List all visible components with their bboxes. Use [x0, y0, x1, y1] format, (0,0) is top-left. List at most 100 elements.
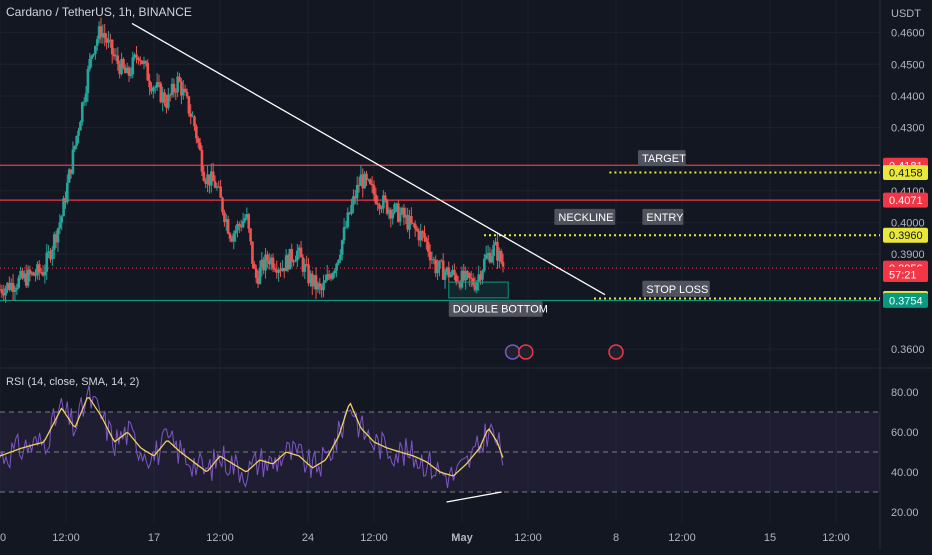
- candle-body: [383, 195, 387, 200]
- candle-body: [127, 67, 131, 76]
- candle-body: [497, 251, 501, 261]
- price-axis-badge: [883, 227, 928, 243]
- candle-body: [267, 260, 271, 265]
- annotation-label-box: [642, 280, 710, 297]
- candle-body: [438, 260, 441, 269]
- price-axis-tick-label: 0.3600: [891, 344, 925, 356]
- candle-body: [172, 83, 176, 92]
- candle-body: [340, 240, 344, 255]
- candle-body: [146, 62, 150, 81]
- candle-body: [271, 257, 275, 269]
- candle-body: [254, 268, 258, 278]
- candle-body: [451, 269, 454, 275]
- candle-body: [176, 76, 179, 93]
- candle-body: [408, 216, 411, 230]
- candle-body: [312, 275, 316, 287]
- candle-body: [213, 181, 217, 188]
- candle-body: [32, 272, 35, 276]
- candle-body: [277, 269, 280, 273]
- candle-body: [238, 223, 241, 226]
- candle-body: [410, 216, 413, 224]
- candle-body: [34, 275, 37, 277]
- price-axis-tick-label: 0.4400: [891, 91, 925, 103]
- candle-body: [153, 87, 157, 89]
- time-axis-tick-label: 12:00: [668, 532, 696, 544]
- candle-body: [95, 39, 99, 46]
- price-axis-tick-label: 0.4500: [891, 59, 925, 71]
- candle-body: [6, 282, 9, 289]
- annotation-label: DOUBLE BOTTOM: [453, 304, 548, 316]
- currency-label: USDT: [891, 8, 921, 20]
- candle-body: [148, 80, 151, 88]
- price-axis-tick-label: 0.4300: [891, 123, 925, 135]
- candle-body: [208, 174, 211, 186]
- rsi-indicator-title[interactable]: RSI (14, close, SMA, 14, 2): [6, 376, 140, 388]
- candle-body: [241, 221, 245, 228]
- candle-body: [348, 212, 351, 214]
- annotation-label-box: [642, 208, 684, 225]
- candle-body: [419, 231, 423, 241]
- candle-body: [378, 204, 381, 209]
- symbol-title[interactable]: Cardano / TetherUS, 1h, BINANCE: [6, 5, 192, 19]
- candle-body: [415, 228, 419, 231]
- candle-body: [385, 199, 389, 214]
- candle-body: [211, 171, 215, 182]
- price-axis-badge-label: 0.3754: [889, 295, 923, 307]
- candle-body: [138, 60, 142, 61]
- candle-body: [45, 252, 49, 272]
- candle-body: [284, 255, 288, 272]
- candle-body: [202, 171, 206, 181]
- candle-body: [17, 277, 20, 288]
- candle-body: [253, 263, 256, 269]
- candle-body: [247, 214, 251, 229]
- candle-body: [226, 219, 230, 234]
- annotation-label: NECKLINE: [558, 212, 613, 224]
- price-axis-tick-label: 0.3900: [891, 249, 925, 261]
- candle-body: [66, 182, 69, 203]
- candle-body: [157, 82, 161, 84]
- candle-body: [346, 212, 350, 227]
- candle-body: [67, 169, 71, 183]
- candle-body: [243, 218, 247, 222]
- candle-body: [118, 63, 121, 75]
- candle-body: [462, 270, 466, 281]
- candle-body: [159, 83, 163, 103]
- candle-body: [279, 269, 282, 272]
- candle-body: [109, 39, 112, 41]
- candle-body: [62, 198, 65, 217]
- candle-body: [288, 248, 292, 270]
- candle-body: [337, 259, 340, 264]
- candle-body: [331, 273, 335, 279]
- candle-body: [206, 174, 209, 184]
- candle-body: [191, 116, 194, 118]
- price-axis-badge-label: 57:21: [889, 269, 917, 281]
- candle-body: [178, 76, 181, 82]
- candle-body: [144, 61, 148, 63]
- candle-body: [329, 276, 333, 279]
- candle-body: [125, 67, 129, 74]
- candle-body: [355, 184, 359, 199]
- candle-body: [181, 88, 185, 96]
- candle-body: [26, 269, 30, 286]
- time-axis-tick-label: 10: [0, 532, 6, 544]
- time-axis-tick-label: 12:00: [514, 532, 542, 544]
- candle-body: [320, 286, 323, 291]
- candle-body: [354, 196, 357, 199]
- price-axis-badge: [883, 292, 928, 308]
- candle-body: [417, 230, 421, 241]
- candle-body: [464, 271, 467, 281]
- candle-body: [223, 212, 226, 222]
- candle-body: [391, 212, 394, 219]
- candle-body: [116, 55, 120, 64]
- candle-body: [350, 204, 353, 214]
- candle-body: [404, 214, 408, 218]
- candle-body: [60, 216, 64, 223]
- candle-body: [41, 272, 45, 276]
- candle-body: [161, 92, 164, 103]
- candle-body: [198, 142, 202, 150]
- time-axis-tick-label: 12:00: [52, 532, 80, 544]
- candle-body: [28, 269, 32, 275]
- candle-body: [21, 270, 24, 279]
- candle-body: [131, 57, 135, 75]
